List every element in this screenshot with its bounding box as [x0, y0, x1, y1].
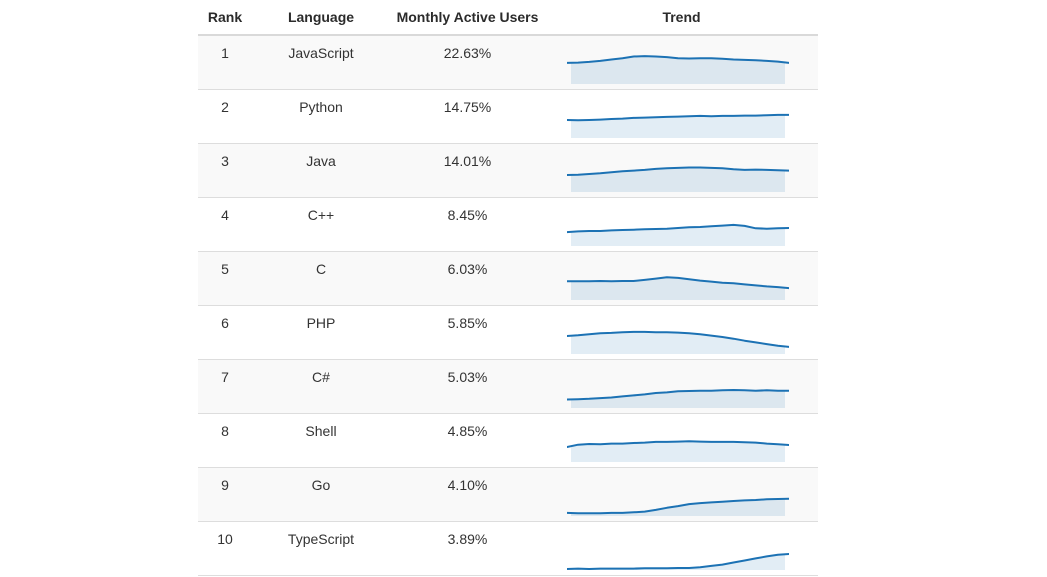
mau-cell: 3.89%	[390, 521, 545, 576]
mau-cell: 22.63%	[390, 35, 545, 90]
trend-cell	[545, 467, 818, 522]
trend-cell	[545, 35, 818, 90]
mau-cell: 14.75%	[390, 89, 545, 144]
table-row: 3 Java 14.01%	[198, 143, 818, 198]
trend-sparkline	[567, 166, 789, 192]
rank-cell: 9	[198, 467, 252, 522]
column-header-trend: Trend	[545, 0, 818, 36]
language-cell: Shell	[252, 413, 390, 468]
rank-cell: 2	[198, 89, 252, 144]
trend-sparkline	[567, 552, 789, 570]
rank-cell: 3	[198, 143, 252, 198]
trend-sparkline	[567, 223, 789, 246]
language-cell: Python	[252, 89, 390, 144]
language-cell: Go	[252, 467, 390, 522]
table-row: 4 C++ 8.45%	[198, 197, 818, 252]
rank-table: Rank Language Monthly Active Users Trend…	[198, 0, 818, 576]
language-cell: JavaScript	[252, 35, 390, 90]
rank-cell: 10	[198, 521, 252, 576]
column-header-mau: Monthly Active Users	[390, 0, 545, 36]
language-cell: C#	[252, 359, 390, 414]
mau-cell: 4.10%	[390, 467, 545, 522]
column-header-rank: Rank	[198, 0, 252, 36]
language-ranking-table: Rank Language Monthly Active Users Trend…	[198, 0, 818, 576]
trend-sparkline	[567, 55, 789, 84]
table-row: 7 C# 5.03%	[198, 359, 818, 414]
rank-cell: 8	[198, 413, 252, 468]
table-header-row: Rank Language Monthly Active Users Trend	[198, 0, 818, 36]
trend-cell	[545, 251, 818, 306]
table-body: 1 JavaScript 22.63% 2 Python 14.75% 3 Ja…	[198, 35, 818, 576]
table-row: 1 JavaScript 22.63%	[198, 35, 818, 90]
table-row: 10 TypeScript 3.89%	[198, 521, 818, 576]
rank-cell: 7	[198, 359, 252, 414]
trend-cell	[545, 197, 818, 252]
language-cell: PHP	[252, 305, 390, 360]
mau-cell: 4.85%	[390, 413, 545, 468]
table-row: 9 Go 4.10%	[198, 467, 818, 522]
rank-cell: 5	[198, 251, 252, 306]
trend-cell	[545, 413, 818, 468]
rank-cell: 1	[198, 35, 252, 90]
trend-cell	[545, 143, 818, 198]
trend-sparkline	[567, 439, 789, 462]
language-cell: C	[252, 251, 390, 306]
trend-sparkline	[567, 113, 789, 138]
language-cell: Java	[252, 143, 390, 198]
column-header-language: Language	[252, 0, 390, 36]
table-row: 2 Python 14.75%	[198, 89, 818, 144]
trend-cell	[545, 359, 818, 414]
trend-sparkline	[567, 388, 789, 408]
trend-cell	[545, 305, 818, 360]
mau-cell: 5.85%	[390, 305, 545, 360]
mau-cell: 6.03%	[390, 251, 545, 306]
language-cell: C++	[252, 197, 390, 252]
mau-cell: 14.01%	[390, 143, 545, 198]
trend-sparkline	[567, 275, 789, 300]
mau-cell: 5.03%	[390, 359, 545, 414]
trend-cell	[545, 521, 818, 576]
table-row: 8 Shell 4.85%	[198, 413, 818, 468]
trend-sparkline	[567, 497, 789, 516]
mau-cell: 8.45%	[390, 197, 545, 252]
rank-cell: 4	[198, 197, 252, 252]
table-row: 5 C 6.03%	[198, 251, 818, 306]
language-cell: TypeScript	[252, 521, 390, 576]
trend-sparkline	[567, 330, 789, 354]
rank-cell: 6	[198, 305, 252, 360]
trend-cell	[545, 89, 818, 144]
table-row: 6 PHP 5.85%	[198, 305, 818, 360]
